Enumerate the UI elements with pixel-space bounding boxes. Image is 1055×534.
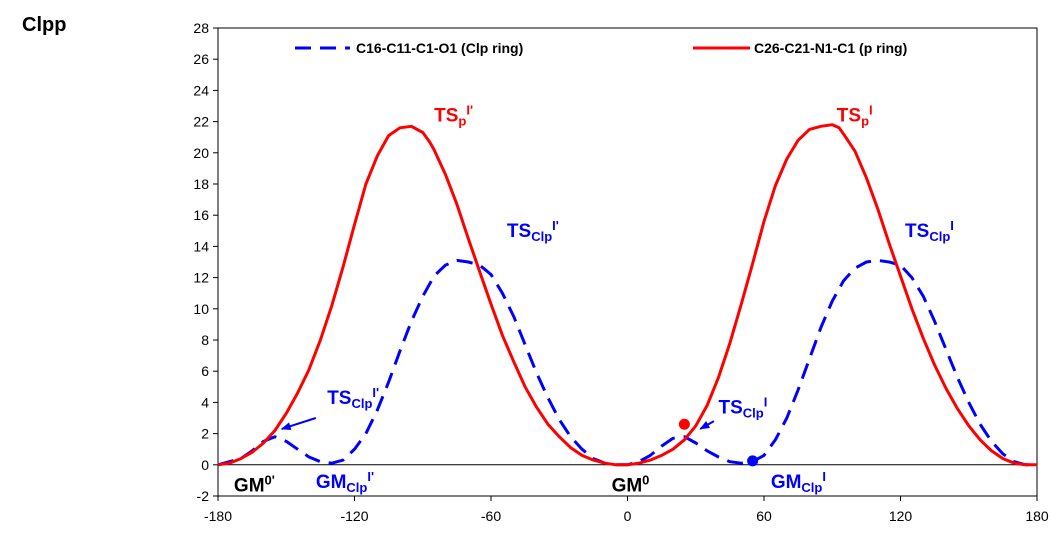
annotation-label: TSClpI [905, 218, 954, 244]
y-tick-label: 2 [201, 426, 209, 442]
annotation-label: TSClpI' [327, 385, 379, 411]
annotation-label: TSClpI [719, 394, 768, 420]
x-tick-label: -60 [481, 508, 501, 524]
page-label: Clpp [22, 14, 67, 36]
annotation-layer: TSpI' TSpI TSClpI' TSClpI TSClpI' TSClpI GMClp… [234, 102, 954, 496]
x-tick-label: -180 [204, 508, 232, 524]
annotation-label: GM0' [234, 472, 275, 496]
y-tick-label: 6 [201, 363, 209, 379]
point-marker [747, 455, 759, 467]
y-tick-label: 22 [193, 114, 209, 130]
series-layer [217, 123, 1037, 467]
plot-frame [217, 27, 1038, 497]
x-tick-label: 180 [1025, 508, 1049, 524]
y-tick-label: -2 [197, 488, 210, 504]
annotation-arrow [699, 420, 715, 430]
annotation-label: TSpI [837, 102, 873, 128]
y-tick-label: 28 [193, 20, 209, 36]
y-tick-label: 26 [193, 51, 209, 67]
annotation-arrow [280, 417, 317, 430]
series-line-1 [217, 258, 1037, 467]
y-tick-label: 8 [201, 332, 209, 348]
series-line-2 [217, 123, 1037, 467]
legend: C16-C11-C1-O1 (Clp ring) C26-C21-N1-C1 (p… [295, 40, 907, 56]
x-tick-label: 120 [889, 508, 913, 524]
y-tick-label: 10 [193, 301, 209, 317]
legend-label-1: C16-C11-C1-O1 (Clp ring) [356, 40, 523, 56]
annotation-label: TSClpI' [507, 218, 559, 244]
marker-layer [678, 418, 759, 467]
point-marker [678, 418, 690, 430]
annotation-label: GMClpI [771, 469, 826, 495]
y-tick-label: 18 [193, 176, 209, 192]
y-tick-label: 0 [201, 457, 209, 473]
y-tick-label: 12 [193, 270, 209, 286]
y-tick-label: 24 [193, 82, 209, 98]
annotation-label: GM0 [612, 472, 650, 496]
x-tick-label: 0 [624, 508, 632, 524]
annotation-label: TSpI' [434, 102, 473, 128]
annotation-label: GMClpI' [316, 469, 374, 495]
x-tick-label: 60 [756, 508, 772, 524]
y-tick-label: 16 [193, 207, 209, 223]
legend-label-2: C26-C21-N1-C1 (p ring) [754, 40, 907, 56]
y-tick-label: 14 [193, 238, 209, 254]
y-tick-label: 4 [201, 394, 209, 410]
x-tick-label: -120 [340, 508, 368, 524]
y-tick-label: 20 [193, 145, 209, 161]
